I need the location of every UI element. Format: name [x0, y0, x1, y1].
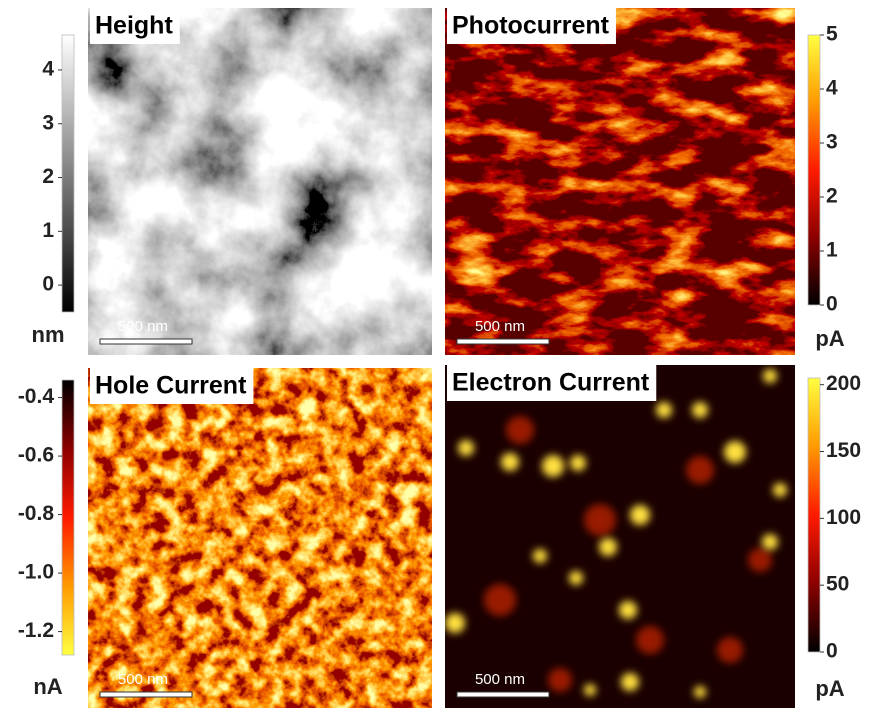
- scale-bar-label: 500 nm: [118, 318, 168, 335]
- colorbar-tick-label: 50: [826, 573, 849, 596]
- colorbar-unit: pA: [815, 326, 844, 351]
- scale-bar-label: 500 nm: [475, 318, 525, 335]
- colorbar-tick-label: 4: [42, 58, 54, 81]
- colorbar-tick-label: 0: [826, 293, 838, 316]
- colorbar-tick-label: 150: [826, 439, 861, 462]
- colorbar: [62, 380, 74, 655]
- colorbar-tick-label: 0: [42, 273, 54, 296]
- colorbar-tick-label: 2: [826, 185, 838, 208]
- panel-title: Hole Current: [95, 372, 247, 400]
- electron-current-image: [445, 365, 795, 708]
- colorbar-tick-label: -0.6: [18, 444, 54, 467]
- colorbar-tick-label: 2: [42, 165, 54, 188]
- height-image: [88, 8, 432, 355]
- colorbar-tick-label: 1: [826, 239, 838, 262]
- colorbar: [62, 35, 74, 312]
- scale-bar: [100, 692, 192, 697]
- panel-title: Height: [95, 12, 173, 40]
- scale-bar: [100, 339, 192, 344]
- colorbar-tick-label: 3: [42, 111, 54, 134]
- colorbar-tick-label: -1.2: [18, 619, 54, 642]
- colorbar-tick-label: 100: [826, 506, 861, 529]
- colorbar-tick-label: 0: [826, 640, 838, 663]
- hole-current-image: [88, 368, 432, 708]
- colorbar: [808, 35, 820, 305]
- colorbar-tick-label: 1: [42, 219, 54, 242]
- colorbar: [808, 378, 820, 652]
- scale-bar: [457, 339, 549, 344]
- scale-bar-label: 500 nm: [118, 671, 168, 688]
- scale-bar-label: 500 nm: [475, 671, 525, 688]
- colorbar-unit: nA: [33, 674, 62, 699]
- colorbar-tick-label: 3: [826, 131, 838, 154]
- colorbar-tick-label: -0.4: [18, 385, 55, 408]
- colorbar-tick-label: 5: [826, 23, 838, 46]
- figure: Height 500 nm 0 1 2 3 4 nm Photocurrent 500 nm 0 1 2…: [0, 0, 872, 709]
- colorbar-unit: pA: [815, 676, 844, 701]
- panel-title: Photocurrent: [452, 12, 610, 40]
- colorbar-tick-label: 4: [826, 77, 838, 100]
- colorbar-tick-label: 200: [826, 372, 861, 395]
- colorbar-unit: nm: [32, 322, 65, 347]
- photocurrent-image: [445, 8, 795, 355]
- scale-bar: [457, 692, 549, 697]
- colorbar-tick-label: -1.0: [18, 561, 54, 584]
- colorbar-tick-label: -0.8: [18, 502, 55, 525]
- panel-title: Electron Current: [452, 369, 650, 397]
